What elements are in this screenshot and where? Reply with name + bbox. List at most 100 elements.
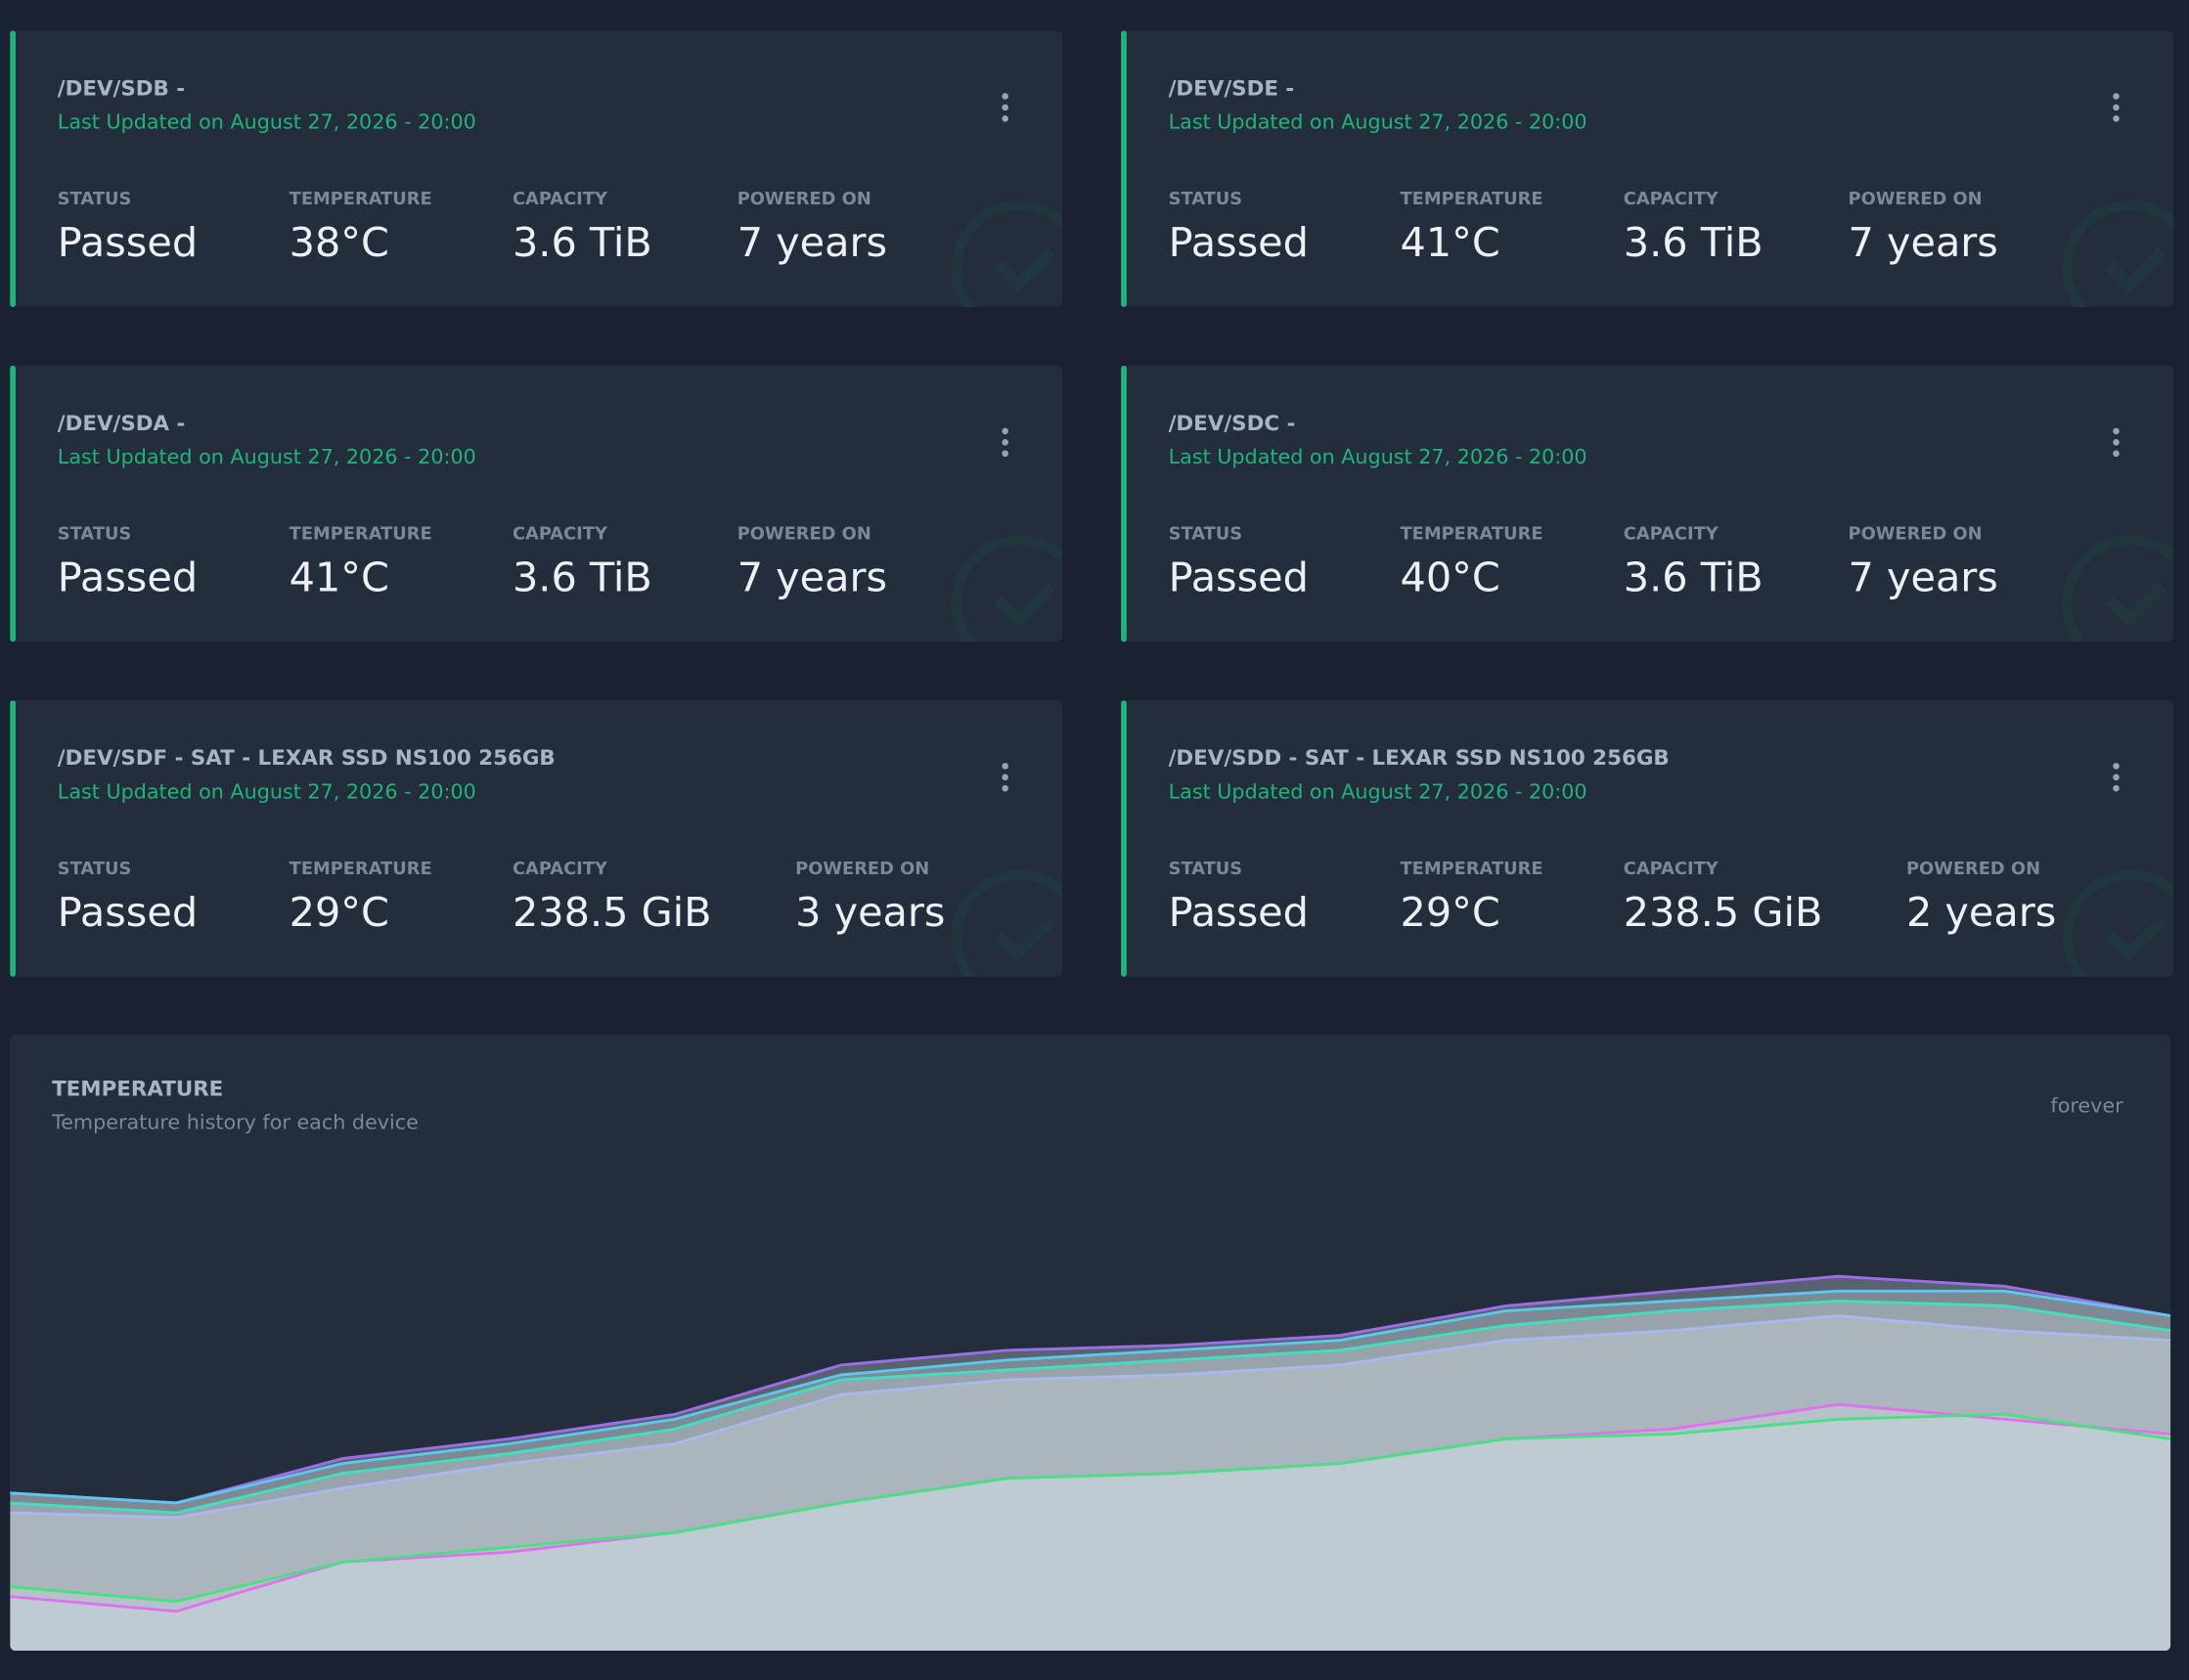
check-mark [2105, 916, 2167, 963]
stat-label: TEMPERATURE [290, 189, 432, 209]
stat-label: CAPACITY [513, 859, 608, 879]
stat-label: STATUS [58, 189, 132, 209]
card-bg [10, 30, 1063, 307]
temperature-line [10, 1299, 2171, 1515]
check-watermark [951, 535, 1063, 642]
temperature-line [10, 1274, 2171, 1505]
stat-value: 3 years [795, 889, 945, 936]
device-title: /DEV/SDA - [58, 412, 186, 436]
menu-dot[interactable] [2113, 450, 2120, 458]
area-fill [10, 1276, 2171, 1652]
status-bar [10, 30, 16, 307]
stat-label: POWERED ON [795, 859, 929, 879]
menu-dot[interactable] [1002, 784, 1008, 792]
temperature-line [10, 1289, 2171, 1505]
menu-dot[interactable] [2113, 439, 2120, 446]
stat-value: 238.5 GiB [513, 889, 712, 936]
stat-value: Passed [1169, 889, 1309, 936]
menu-dot[interactable] [1002, 450, 1008, 458]
menu-dot[interactable] [2113, 115, 2120, 122]
chart-card [10, 1034, 2171, 1652]
menu-dot[interactable] [1002, 763, 1008, 770]
device-title: /DEV/SDF - SAT - LEXAR SSD NS100 256GB [58, 746, 556, 771]
last-updated: Last Updated on August 27, 2026 - 20:00 [58, 111, 476, 134]
check-watermark [2062, 535, 2174, 642]
last-updated: Last Updated on August 27, 2026 - 20:00 [1169, 111, 1587, 134]
menu-dot[interactable] [1002, 104, 1008, 111]
device-title: /DEV/SDB - [58, 76, 185, 101]
stat-label: CAPACITY [513, 189, 608, 209]
stat-label: CAPACITY [1624, 524, 1720, 545]
check-watermark [2062, 199, 2174, 307]
stat-value: 7 years [737, 554, 887, 601]
menu-dot[interactable] [2113, 774, 2120, 781]
stat-value: 3.6 TiB [1624, 554, 1764, 601]
stat-value: 2 years [1906, 889, 2056, 936]
check-mark [994, 582, 1055, 628]
device-title: /DEV/SDC - [1169, 412, 1296, 436]
stat-label: STATUS [1169, 524, 1243, 545]
menu-dot[interactable] [2113, 763, 2120, 770]
stat-label: TEMPERATURE [1400, 859, 1542, 879]
stat-value: 238.5 GiB [1624, 889, 1823, 936]
menu-dot[interactable] [1002, 774, 1008, 781]
check-circle [2062, 535, 2174, 642]
stat-value: Passed [58, 554, 198, 601]
temperature-line [10, 1314, 2171, 1520]
stat-label: STATUS [1169, 859, 1243, 879]
check-mark [2105, 582, 2167, 628]
stat-value: 3.6 TiB [513, 554, 652, 601]
stat-value: 7 years [1849, 554, 1998, 601]
stat-value: 38°C [290, 219, 389, 266]
stat-value: 7 years [1849, 219, 1998, 266]
check-circle [951, 869, 1063, 977]
status-bar [10, 365, 16, 642]
device-card: /DEV/SDC - Last Updated on August 27, 202… [1121, 365, 2174, 642]
menu-dot[interactable] [1002, 93, 1008, 100]
menu-dot[interactable] [2113, 104, 2120, 111]
stat-label: CAPACITY [1624, 189, 1720, 209]
last-updated: Last Updated on August 27, 2026 - 20:00 [58, 779, 476, 803]
stat-value: 3.6 TiB [1624, 219, 1764, 266]
last-updated: Last Updated on August 27, 2026 - 20:00 [1169, 779, 1587, 803]
stat-label: TEMPERATURE [290, 859, 432, 879]
card-bg [1121, 700, 2174, 977]
menu-dot[interactable] [2113, 93, 2120, 100]
stat-value: Passed [58, 889, 198, 936]
range-selector[interactable]: forever [2050, 1094, 2123, 1118]
stat-label: POWERED ON [737, 524, 871, 545]
stat-value: Passed [1169, 554, 1309, 601]
menu-dot[interactable] [1002, 427, 1008, 435]
area-fill [10, 1315, 2171, 1652]
stat-label: CAPACITY [1624, 859, 1720, 879]
card-bg [10, 365, 1063, 642]
card-bg [10, 700, 1063, 977]
area-fill [10, 1414, 2171, 1652]
menu-dot[interactable] [1002, 115, 1008, 122]
stat-value: 7 years [737, 219, 887, 266]
status-bar [10, 700, 16, 977]
status-bar [1121, 30, 1127, 307]
check-mark [994, 916, 1055, 963]
stat-label: CAPACITY [513, 524, 608, 545]
menu-dot[interactable] [2113, 784, 2120, 792]
device-card: /DEV/SDB - Last Updated on August 27, 202… [10, 30, 1063, 307]
menu-dot[interactable] [2113, 427, 2120, 435]
stat-label: STATUS [1169, 189, 1243, 209]
stat-label: POWERED ON [1849, 524, 1983, 545]
status-bar [1121, 365, 1127, 642]
stat-label: POWERED ON [737, 189, 871, 209]
device-card: /DEV/SDF - SAT - LEXAR SSD NS100 256GB La… [10, 700, 1063, 977]
chart-subtitle: Temperature history for each device [51, 1111, 419, 1134]
check-circle [2062, 199, 2174, 307]
device-title: /DEV/SDD - SAT - LEXAR SSD NS100 256GB [1169, 746, 1670, 771]
stat-label: TEMPERATURE [290, 524, 432, 545]
card-bg [1121, 30, 2174, 307]
area-fill [10, 1404, 2171, 1652]
stat-label: POWERED ON [1849, 189, 1983, 209]
check-watermark [951, 869, 1063, 977]
stat-value: 41°C [1400, 219, 1499, 266]
menu-dot[interactable] [1002, 439, 1008, 446]
device-cards: /DEV/SDB - Last Updated on August 27, 202… [10, 30, 2174, 977]
